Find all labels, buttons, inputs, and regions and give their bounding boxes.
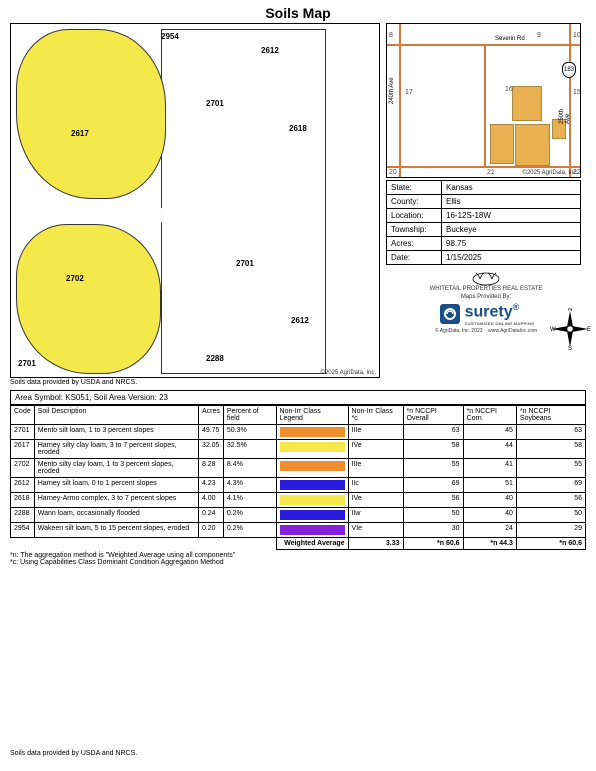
location-map: 183 ©2025 AgriData, Inc. Severin Rd 240th… xyxy=(386,23,581,178)
soils-table: CodeSoil DescriptionAcresPercent of fiel… xyxy=(10,405,586,550)
road-line xyxy=(484,44,486,166)
surety-logo: surety® CUSTOMIZED ONLINE MAPPING xyxy=(438,302,535,326)
road-line xyxy=(399,24,401,178)
table-header: Code xyxy=(11,406,35,425)
parcel-shape xyxy=(515,124,550,166)
township-value: Buckeye xyxy=(442,223,581,237)
road-line xyxy=(387,166,581,168)
table-row: 2617Harney silty clay loam, 3 to 7 perce… xyxy=(11,440,586,459)
section-number: 9 xyxy=(537,32,541,39)
table-row: 2288Wann loam, occasionally flooded0.240… xyxy=(11,508,586,523)
state-value: Kansas xyxy=(442,181,581,195)
soil-code-label: 2288 xyxy=(206,354,224,363)
section-number: 10 xyxy=(573,32,581,39)
property-info-table: State:Kansas County:Ellis Location:16-12… xyxy=(386,180,581,265)
section-number: 21 xyxy=(487,169,495,176)
table-header: *n NCCPI Corn xyxy=(463,406,516,425)
map-caption: Soils data provided by USDA and NRCS. xyxy=(0,378,596,389)
hwy-shield: 183 xyxy=(562,62,576,78)
table-row: 2701Mento silt loam, 1 to 3 percent slop… xyxy=(11,425,586,440)
weighted-avg-row: Weighted Average3.33*n 60.6*n 44.3*n 60.… xyxy=(11,538,586,550)
section-number: 20 xyxy=(389,169,397,176)
parcel-shape xyxy=(490,124,514,164)
soil-code-label: 2701 xyxy=(236,259,254,268)
table-row: 2702Mento silty clay loam, 1 to 3 percen… xyxy=(11,459,586,478)
legend-swatch xyxy=(280,495,345,505)
footnote-n: *n: The aggregation method is "Weighted … xyxy=(10,552,586,559)
legend-swatch xyxy=(280,461,345,471)
soil-code-label: 2701 xyxy=(18,359,36,368)
whitetail-logo: WHITETAIL PROPERTIES REAL ESTATE xyxy=(430,268,543,292)
legend-swatch xyxy=(280,480,345,490)
table-header: Non-Irr Class Legend xyxy=(276,406,348,425)
parcel-shape xyxy=(512,86,542,121)
legend-swatch xyxy=(280,442,345,452)
page-title: Soils Map xyxy=(0,0,596,23)
section-number: 17 xyxy=(405,89,413,96)
footer-text: Soils data provided by USDA and NRCS. xyxy=(10,750,137,757)
table-row: 2954Wakeen silt loam, 5 to 15 percent sl… xyxy=(11,523,586,538)
footnote-c: *c: Using Capabilities Class Dominant Co… xyxy=(10,559,586,566)
soil-polygon xyxy=(16,224,161,374)
location-value: 16-12S-18W xyxy=(442,209,581,223)
county-label: County: xyxy=(387,195,442,209)
soil-code-label: 2612 xyxy=(261,46,279,55)
loc-copyright: ©2025 AgriData, Inc. xyxy=(523,170,578,176)
section-number: 22 xyxy=(573,169,581,176)
location-label: Location: xyxy=(387,209,442,223)
date-label: Date: xyxy=(387,251,442,265)
county-value: Ellis xyxy=(442,195,581,209)
date-value: 1/15/2025 xyxy=(442,251,581,265)
soil-code-label: 2701 xyxy=(206,99,224,108)
legend-swatch xyxy=(280,427,345,437)
road-label: Severin Rd xyxy=(495,36,525,42)
agridata-url: www.AgriDataInc.com xyxy=(488,328,537,334)
table-row: 2612Harney silt loam, 0 to 1 percent slo… xyxy=(11,478,586,493)
svg-text:S: S xyxy=(568,346,572,350)
soil-code-label: 2702 xyxy=(66,274,84,283)
table-header: Acres xyxy=(198,406,223,425)
soil-code-label: 2618 xyxy=(289,124,307,133)
surety-subtitle: CUSTOMIZED ONLINE MAPPING xyxy=(465,321,535,326)
soil-polygon xyxy=(16,29,166,199)
main-soils-map: ©2025 AgriData, Inc. 2617 2954 2612 2701 261… xyxy=(10,23,380,378)
state-label: State: xyxy=(387,181,442,195)
table-header: Percent of field xyxy=(223,406,276,425)
svg-text:N: N xyxy=(568,308,572,313)
table-row: 2618Harney-Armo complex, 3 to 7 percent … xyxy=(11,493,586,508)
maps-provided-label: Maps Provided By: xyxy=(461,294,511,300)
legend-swatch xyxy=(280,525,345,535)
section-number: 16 xyxy=(505,86,513,93)
acres-label: Acres: xyxy=(387,237,442,251)
table-header: Non-Irr Class *c xyxy=(348,406,403,425)
svg-text:W: W xyxy=(550,327,556,333)
table-header: *n NCCPI Overall xyxy=(403,406,463,425)
area-symbol: Area Symbol: KS051, Soil Area Version: 2… xyxy=(10,390,586,405)
svg-text:E: E xyxy=(587,327,591,333)
road-label: 240th Ave xyxy=(389,77,395,104)
map-copyright: ©2025 AgriData, Inc. xyxy=(321,370,376,376)
agridata-copyright: © AgriData, Inc. 2023 xyxy=(435,328,483,334)
table-header: *n NCCPI Soybeans xyxy=(516,406,585,425)
soil-code-label: 2617 xyxy=(71,129,89,138)
table-header: Soil Description xyxy=(34,406,198,425)
acres-value: 98.75 xyxy=(442,237,581,251)
soil-code-label: 2954 xyxy=(161,32,179,41)
road-line xyxy=(569,24,571,178)
surety-icon xyxy=(438,302,462,326)
section-number: 15 xyxy=(573,89,581,96)
township-label: Township: xyxy=(387,223,442,237)
section-number: 8 xyxy=(389,32,393,39)
legend-swatch xyxy=(280,510,345,520)
soil-code-label: 2612 xyxy=(291,316,309,325)
road-label: 250th Ave xyxy=(559,103,571,124)
compass-icon: N S W E xyxy=(549,308,591,350)
antler-icon xyxy=(466,268,506,286)
road-line xyxy=(387,44,581,46)
